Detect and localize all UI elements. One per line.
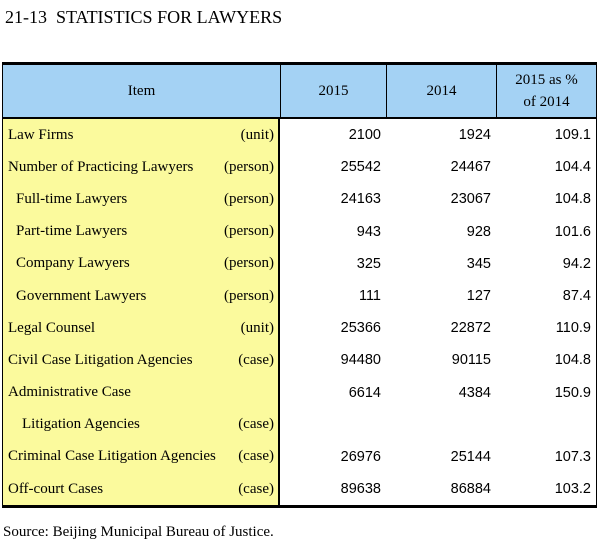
value-2015: 325 — [356, 255, 381, 272]
value-ratio: 110.9 — [555, 320, 591, 337]
item-unit: (case) — [238, 448, 274, 465]
table-row: Litigation Agencies (case) — [3, 408, 596, 441]
item-label: Civil Case Litigation Agencies — [8, 351, 193, 368]
item-unit: (person) — [224, 190, 274, 207]
item-label: Part-time Lawyers — [16, 223, 128, 240]
value-2015: 6614 — [348, 384, 381, 401]
value-2015: 25366 — [340, 320, 381, 337]
header-2015: 2015 — [280, 65, 386, 117]
value-2015: 111 — [358, 288, 381, 305]
table-row: Criminal Case Litigation Agencies (case)… — [3, 440, 596, 474]
table-row: Administrative Case 6614 4384 150.9 — [3, 376, 596, 409]
value-2014: 1924 — [458, 127, 491, 144]
table-header-row: Item 2015 2014 2015 as % of 2014 — [3, 65, 596, 119]
item-cell: Number of Practicing Lawyers (person) — [3, 151, 280, 184]
header-2014: 2014 — [386, 65, 496, 117]
value-ratio: 101.6 — [554, 223, 591, 240]
value-ratio: 104.8 — [554, 352, 591, 369]
item-label: Administrative Case — [8, 384, 131, 401]
value-2014: 345 — [466, 255, 491, 272]
value-ratio: 87.4 — [562, 288, 591, 305]
table-row: Part-time Lawyers (person) 943 928 101.6 — [3, 215, 596, 248]
value-2014: 22872 — [450, 320, 491, 337]
item-cell: Civil Case Litigation Agencies (case) — [3, 344, 280, 377]
value-2015: 26976 — [340, 448, 381, 465]
statistics-table: Item 2015 2014 2015 as % of 2014 Law Fir… — [2, 62, 597, 509]
value-ratio: 104.4 — [554, 159, 591, 176]
table-row: Number of Practicing Lawyers (person) 25… — [3, 151, 596, 184]
value-ratio: 109.1 — [554, 127, 591, 144]
value-ratio: 107.3 — [554, 448, 591, 465]
item-label: Legal Counsel — [8, 319, 96, 336]
value-2014: 127 — [466, 288, 491, 305]
item-cell: Government Lawyers (person) — [3, 279, 280, 313]
value-2015: 943 — [356, 223, 381, 240]
item-cell: Law Firms (unit) — [3, 119, 280, 152]
item-unit: (person) — [224, 158, 274, 175]
value-2014: 23067 — [450, 191, 491, 208]
item-unit: (person) — [224, 223, 274, 240]
item-cell: Part-time Lawyers (person) — [3, 215, 280, 248]
item-cell: Litigation Agencies (case) — [3, 408, 280, 441]
item-label: Law Firms — [8, 126, 74, 143]
header-ratio: 2015 as % of 2014 — [496, 65, 596, 117]
item-unit: (unit) — [240, 319, 274, 336]
table-row: Company Lawyers (person) 325 345 94.2 — [3, 247, 596, 280]
item-label: Litigation Agencies — [22, 416, 140, 433]
item-unit: (case) — [238, 416, 274, 433]
value-2014: 25144 — [450, 448, 491, 465]
value-2014: 24467 — [450, 159, 491, 176]
item-cell: Administrative Case — [3, 376, 280, 409]
value-2015: 25542 — [340, 159, 381, 176]
item-unit: (person) — [224, 287, 274, 304]
value-2014: 928 — [466, 223, 491, 240]
value-2015: 94480 — [340, 352, 381, 369]
value-ratio: 150.9 — [554, 384, 591, 401]
value-2014: 86884 — [450, 481, 491, 498]
table-body: Law Firms (unit) 2100 1924 109.1 Number … — [3, 119, 596, 506]
table-row: Full-time Lawyers (person) 24163 23067 1… — [3, 183, 596, 216]
value-2015 — [280, 409, 386, 441]
item-unit: (unit) — [240, 126, 274, 143]
value-2015: 89638 — [340, 481, 381, 498]
value-2014 — [386, 409, 496, 441]
value-2014: 90115 — [451, 352, 491, 369]
header-ratio-line2: of 2014 — [523, 94, 570, 110]
item-label: Company Lawyers — [16, 255, 130, 272]
value-ratio: 94.2 — [562, 255, 591, 272]
value-ratio — [496, 409, 596, 441]
header-item: Item — [127, 82, 156, 99]
item-label: Criminal Case Litigation Agencies — [8, 448, 216, 465]
table-row: Government Lawyers (person) 111 127 87.4 — [3, 279, 596, 313]
table-row: Law Firms (unit) 2100 1924 109.1 — [3, 119, 596, 152]
page-title: 21-13 STATISTICS FOR LAWYERS — [5, 7, 283, 27]
item-unit: (case) — [238, 351, 274, 368]
table-row: Legal Counsel (unit) 25366 22872 110.9 — [3, 312, 596, 345]
item-unit: (case) — [238, 480, 274, 497]
item-label: Number of Practicing Lawyers — [8, 158, 194, 175]
header-ratio-line1: 2015 as % — [515, 72, 578, 88]
value-2014: 4384 — [458, 384, 491, 401]
source-note: Source: Beijing Municipal Bureau of Just… — [3, 524, 274, 541]
value-ratio: 104.8 — [554, 191, 591, 208]
item-cell: Company Lawyers (person) — [3, 247, 280, 280]
value-2015: 24163 — [340, 191, 381, 208]
item-unit: (person) — [224, 255, 274, 272]
item-cell: Off-court Cases (case) — [3, 473, 280, 506]
table-row: Off-court Cases (case) 89638 86884 103.2 — [3, 473, 596, 506]
item-cell: Criminal Case Litigation Agencies (case) — [3, 440, 280, 474]
item-cell: Legal Counsel (unit) — [3, 312, 280, 345]
item-label: Government Lawyers — [16, 287, 147, 304]
value-ratio: 103.2 — [554, 481, 591, 498]
item-cell: Full-time Lawyers (person) — [3, 183, 280, 216]
item-label: Full-time Lawyers — [16, 190, 128, 207]
item-label: Off-court Cases — [8, 480, 104, 497]
table-row: Civil Case Litigation Agencies (case) 94… — [3, 344, 596, 377]
value-2015: 2100 — [348, 127, 381, 144]
